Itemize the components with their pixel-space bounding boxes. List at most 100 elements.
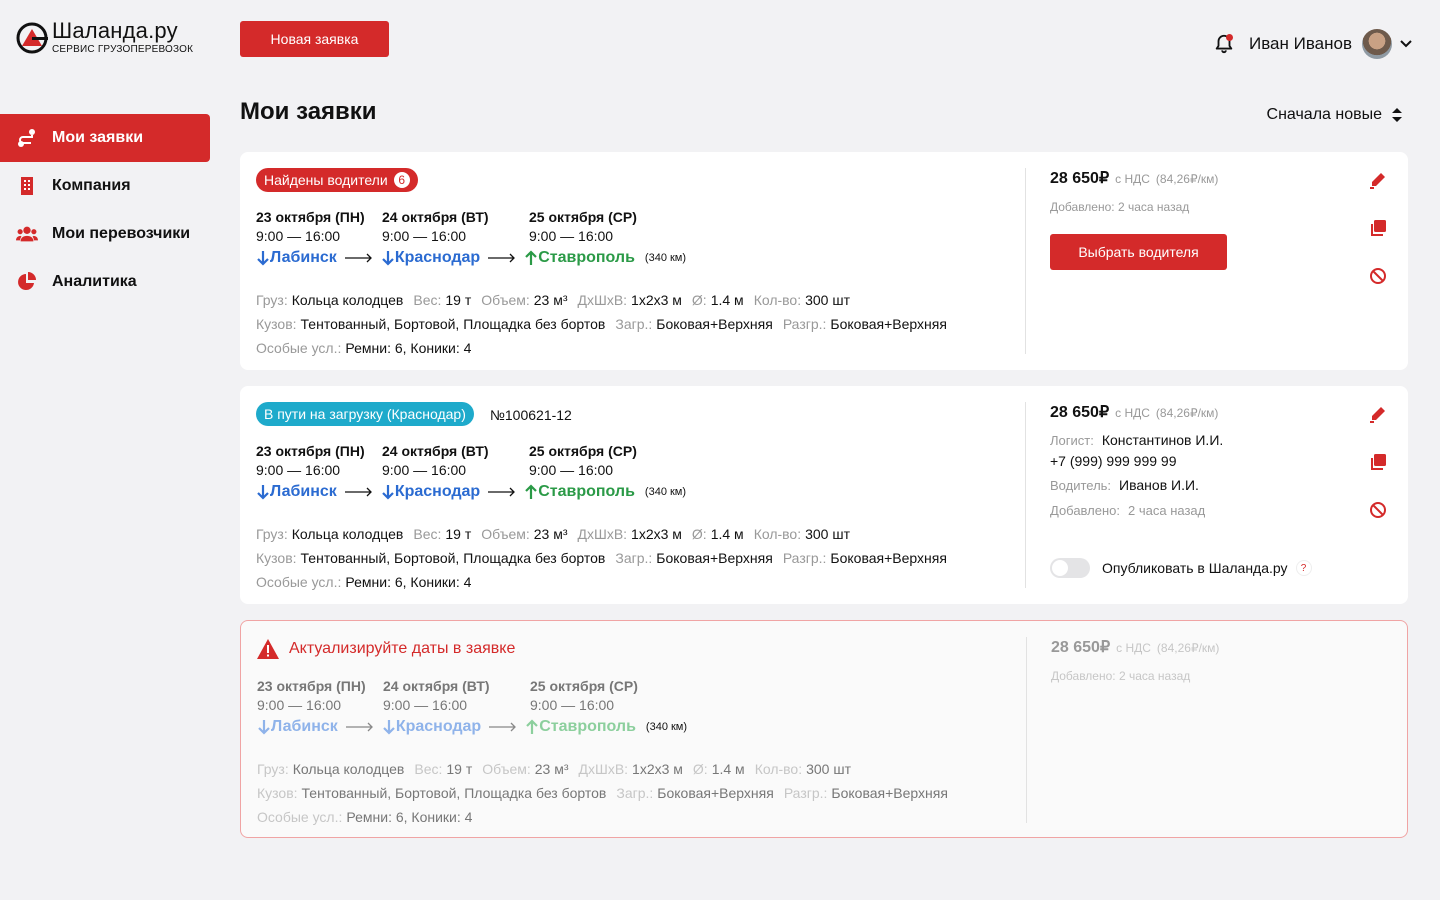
nds-label: с НДС bbox=[1115, 172, 1150, 186]
price-per-km: (84,26₽/км) bbox=[1156, 641, 1220, 655]
warning-banner: Актуализируйте даты в заявке bbox=[257, 637, 1017, 661]
sidebar-item-my-requests[interactable]: Мои заявки bbox=[0, 114, 210, 162]
body-value: Тентованный, Бортовой, Площадка без борт… bbox=[301, 785, 607, 801]
warning-icon bbox=[257, 639, 279, 659]
route-from: Лабинск bbox=[256, 483, 337, 501]
users-icon bbox=[16, 223, 38, 245]
brand-logo[interactable]: Шаланда.ру СЕРВИС ГРУЗОПЕРЕВОЗОК bbox=[16, 20, 193, 55]
load-key: Загр.: bbox=[615, 316, 653, 332]
load-time: 9:00 — 16:00 bbox=[256, 228, 341, 244]
arrow-right-icon bbox=[489, 722, 517, 732]
load-time: 9:00 — 16:00 bbox=[257, 697, 342, 713]
copy-icon[interactable] bbox=[1368, 452, 1388, 472]
arrow-down-icon bbox=[382, 251, 394, 266]
route-distance: (340 км) bbox=[644, 252, 687, 264]
weight-value: 19 т bbox=[445, 526, 472, 542]
via-date: 24 октября (ВТ) bbox=[383, 678, 490, 694]
help-icon[interactable]: ? bbox=[1295, 560, 1312, 576]
load-value: Боковая+Верхняя bbox=[656, 316, 773, 332]
route-from-label: Лабинск bbox=[270, 249, 337, 266]
choose-driver-button[interactable]: Выбрать водителя bbox=[1050, 234, 1227, 270]
dims-value: 1х2х3 м bbox=[632, 761, 683, 777]
status-badge: В пути на загрузку (Краснодар) bbox=[256, 402, 474, 426]
new-request-button[interactable]: Новая заявка bbox=[240, 21, 389, 57]
order-number: №100621-12 bbox=[489, 406, 572, 423]
via-time: 9:00 — 16:00 bbox=[383, 697, 468, 713]
price-per-km: (84,26₽/км) bbox=[1155, 406, 1219, 420]
arrow-down-icon bbox=[382, 485, 394, 500]
cancel-icon[interactable] bbox=[1368, 500, 1388, 520]
sidebar-item-analytics[interactable]: Аналитика bbox=[0, 258, 210, 306]
qty-value: 300 шт bbox=[805, 526, 851, 542]
sidebar-item-carriers[interactable]: Мои перевозчики bbox=[0, 210, 210, 258]
sidebar-item-company[interactable]: Компания bbox=[0, 162, 210, 210]
route: Лабинск Краснодар Ставрополь (340 км) bbox=[257, 718, 687, 736]
load-key: Загр.: bbox=[615, 550, 653, 566]
publish-toggle[interactable] bbox=[1050, 558, 1090, 578]
nds-label: с НДС bbox=[1115, 406, 1150, 420]
via-date: 24 октября (ВТ) bbox=[382, 443, 489, 459]
arrow-down-icon bbox=[257, 251, 269, 266]
route-via-label: Краснодар bbox=[395, 718, 482, 735]
route-to-label: Ставрополь bbox=[539, 718, 636, 735]
bell-icon[interactable] bbox=[1213, 33, 1235, 55]
warning-text: Актуализируйте даты в заявке bbox=[289, 640, 516, 657]
cargo-props: Груз: Кольца колодцев Вес: 19 т Объем: 23 м³ Д… bbox=[256, 522, 957, 594]
arrow-up-icon bbox=[525, 250, 537, 265]
edit-icon[interactable] bbox=[1368, 404, 1388, 424]
edit-icon[interactable] bbox=[1368, 170, 1388, 190]
diameter-key: Ø: bbox=[692, 761, 708, 777]
sidebar-item-label: Мои заявки bbox=[52, 129, 144, 146]
logist-phone[interactable]: +7 (999) 999 999 99 bbox=[1050, 453, 1177, 469]
body-value: Тентованный, Бортовой, Площадка без борт… bbox=[300, 316, 606, 332]
price: 28 650₽ bbox=[1050, 170, 1110, 187]
via-time: 9:00 — 16:00 bbox=[382, 462, 467, 478]
publish-row: Опубликовать в Шаланда.ру ? bbox=[1050, 558, 1312, 578]
weight-key: Вес: bbox=[413, 526, 442, 542]
unload-date: 25 октября (СР) bbox=[529, 209, 637, 225]
weight-value: 19 т bbox=[445, 292, 472, 308]
avatar[interactable] bbox=[1362, 29, 1392, 59]
user-menu[interactable]: Иван Иванов bbox=[1213, 29, 1412, 59]
toggle-knob bbox=[1052, 560, 1068, 576]
diameter-value: 1.4 м bbox=[710, 292, 744, 308]
route-from: Лабинск bbox=[257, 718, 338, 736]
route: Лабинск Краснодар Ставрополь (340 км) bbox=[256, 249, 686, 267]
order-card: В пути на загрузку (Краснодар) №100621-12… bbox=[240, 386, 1408, 604]
volume-key: Объем: bbox=[481, 292, 530, 308]
logist-value: Константинов И.И. bbox=[1101, 432, 1224, 448]
special-key: Особые усл.: bbox=[257, 809, 343, 825]
nds-label: с НДС bbox=[1116, 641, 1151, 655]
route-via: Краснодар bbox=[381, 249, 480, 267]
cargo-value: Кольца колодцев bbox=[291, 292, 404, 308]
cargo-key: Груз: bbox=[256, 526, 288, 542]
route-to: Ставрополь bbox=[524, 483, 635, 501]
copy-icon[interactable] bbox=[1368, 218, 1388, 238]
unload-date: 25 октября (СР) bbox=[529, 443, 637, 459]
arrow-up-icon bbox=[526, 719, 538, 734]
brand-subtitle: СЕРВИС ГРУЗОПЕРЕВОЗОК bbox=[52, 44, 194, 55]
logist-key: Логист: bbox=[1050, 433, 1094, 448]
load-key: Загр.: bbox=[616, 785, 654, 801]
chevron-down-icon[interactable] bbox=[1400, 40, 1412, 48]
unload-time: 9:00 — 16:00 bbox=[530, 697, 615, 713]
sort-select[interactable]: Сначала новые bbox=[1267, 106, 1402, 124]
route-from: Лабинск bbox=[256, 249, 337, 267]
unload-value: Боковая+Верхняя bbox=[830, 550, 947, 566]
diameter-key: Ø: bbox=[691, 292, 707, 308]
logo-icon bbox=[16, 22, 48, 54]
unload-time: 9:00 — 16:00 bbox=[529, 228, 614, 244]
unload-key: Разгр.: bbox=[782, 316, 827, 332]
qty-key: Кол-во: bbox=[754, 761, 803, 777]
route-to-label: Ставрополь bbox=[538, 249, 635, 266]
arrow-right-icon bbox=[488, 253, 516, 263]
brand-title: Шаланда.ру bbox=[52, 18, 178, 43]
building-icon bbox=[16, 175, 38, 197]
pie-chart-icon bbox=[16, 271, 38, 293]
cancel-icon[interactable] bbox=[1368, 266, 1388, 286]
diameter-value: 1.4 м bbox=[710, 526, 744, 542]
dims-value: 1х2х3 м bbox=[631, 526, 682, 542]
status-badge: Найдены водители 6 bbox=[256, 168, 418, 192]
status-badge-label: Найдены водители bbox=[264, 172, 388, 188]
route-via: Краснодар bbox=[381, 483, 480, 501]
